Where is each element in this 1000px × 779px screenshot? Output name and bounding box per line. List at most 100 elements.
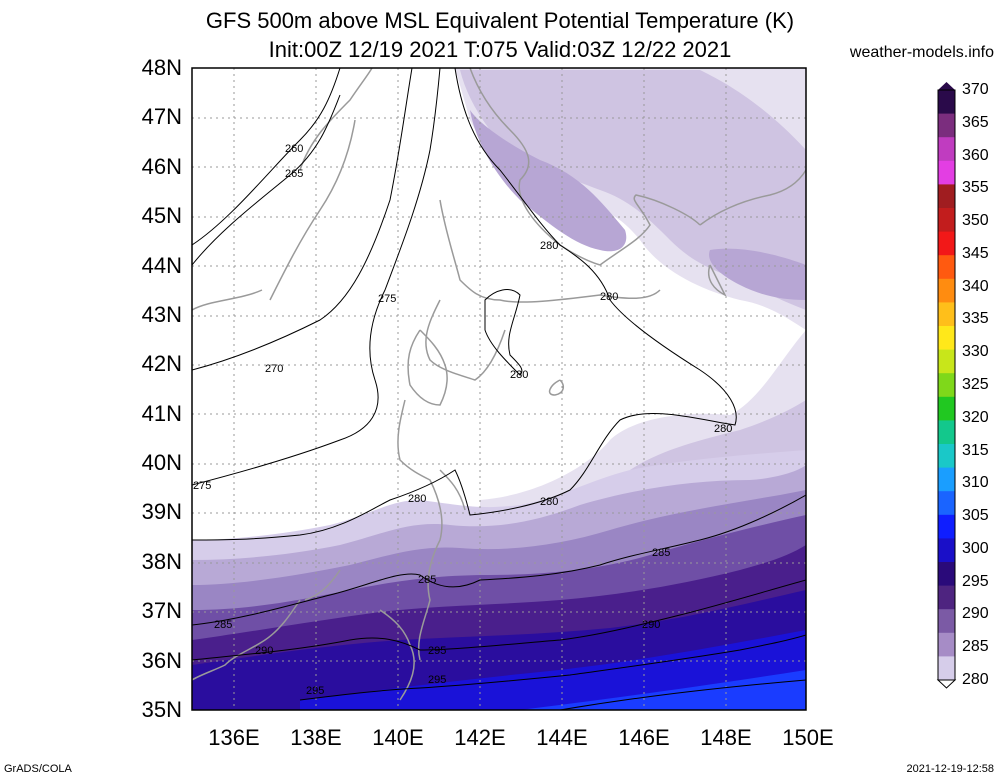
colorbar-label: 300 [962,539,989,557]
latitude-label: 47N [141,104,182,130]
latitude-label: 44N [141,252,182,278]
plot-frame [191,67,807,711]
longitude-label: 144E [536,725,588,750]
footer-right: 2021-12-19-12:58 [906,763,994,775]
latitude-label: 45N [141,203,182,229]
longitude-label: 146E [618,725,670,750]
colorbar-label: 325 [962,376,989,393]
longitude-label: 138E [290,725,342,750]
colorbar-segment [938,538,955,563]
colorbar-label: 295 [962,572,989,590]
band-300 [520,670,806,710]
contour-label: 285 [652,547,670,559]
contour-280-loop [484,289,523,376]
colorbar-label: 330 [962,343,989,361]
colorbar-label: 310 [962,474,989,492]
colorbar-segment [938,420,955,445]
colorbar-segment [938,255,955,280]
colorbar-label: 355 [962,179,989,197]
contour-label: 265 [285,168,303,180]
colorbar-label: 340 [962,277,989,295]
contour-label: 280 [540,240,558,252]
longitude-label: 140E [372,725,424,750]
contours [192,68,806,710]
colorbar-label: 335 [962,310,989,328]
colorbar-label: 305 [962,507,989,525]
contour-label: 295 [428,674,446,686]
contour-label: 280 [510,369,528,381]
colorbar-frame [937,89,956,681]
contour-label: 295 [306,685,324,697]
contour-label: 290 [255,645,273,657]
colorbar-segment [938,444,955,469]
contour-290 [192,579,806,661]
site-watermark: weather-models.info [849,44,994,61]
contour-label: 280 [714,423,732,435]
latitude-label: 42N [141,351,182,377]
colorbar-top-arrow [938,82,955,90]
shading-east-light [480,330,806,515]
contour-label: 275 [378,293,396,305]
colorbar-segment [938,585,955,610]
colorbar-label: 280 [962,671,989,688]
colorbar-segment [938,632,955,657]
colorbar-label: 285 [962,638,989,656]
latitude-label: 37N [141,598,182,624]
colorbar-segment [938,491,955,516]
colorbar-label: 365 [962,113,989,131]
contour-label: 285 [214,619,232,631]
colorbar-bottom-arrow [936,679,957,689]
colorbar-segment [938,349,955,374]
colorbar-label: 345 [962,244,989,262]
colorbar-label: 350 [962,212,989,230]
latitude-label: 40N [141,450,182,476]
contour-label: 280 [408,493,426,505]
shading-okhotsk-dark-east [709,248,806,300]
colorbar-segment [938,160,955,185]
latitude-label: 41N [141,400,182,426]
colorbar-segment [938,514,955,539]
contour-label: 295 [428,645,446,657]
colorbar-segment [938,137,955,162]
colorbar-label: 315 [962,441,989,459]
contour-label: 280 [540,496,558,508]
longitude-label: 142E [454,725,506,750]
colorbar-label: 290 [962,605,989,623]
colorbar [936,82,957,689]
colorbar-segment [938,326,955,351]
coastlines [192,68,806,701]
contour-275 [192,68,441,486]
contour-300 [559,679,806,710]
contour-265 [192,94,341,266]
longitude-label: 136E [208,725,260,750]
longitude-label: 150E [782,725,834,750]
chart-subtitle: Init:00Z 12/19 2021 T:075 Valid:03Z 12/2… [268,37,732,62]
shading-okhotsk-dark [470,110,627,252]
colorbar-segment [938,302,955,327]
colorbar-segment [938,609,955,634]
colorbar-segment [938,656,955,681]
colorbar-segment [938,373,955,398]
colorbar-segment [938,113,955,138]
colorbar-segment [938,467,955,492]
chart-title: GFS 500m above MSL Equivalent Potential … [205,8,795,33]
colorbar-label: 320 [962,408,989,426]
contour-260 [192,68,341,246]
latitude-label: 46N [141,153,182,179]
colorbar-segment [938,562,955,587]
contour-285 [192,494,806,626]
latitude-label: 43N [141,301,182,327]
colorbar-segment [938,278,955,303]
contour-label: 290 [642,619,660,631]
colorbar-segment [938,208,955,233]
latitude-label: 48N [141,55,182,80]
latitude-label: 35N [141,697,182,722]
latitude-label: 36N [141,647,182,673]
contour-label: 260 [285,143,303,155]
colorbar-label: 360 [962,146,989,164]
contour-295 [299,634,806,701]
footer-left: GrADS/COLA [4,763,72,775]
contour-labels: 260 265 270 275 275 280 280 280 280 280 … [193,143,732,697]
contour-label: 275 [193,480,211,492]
